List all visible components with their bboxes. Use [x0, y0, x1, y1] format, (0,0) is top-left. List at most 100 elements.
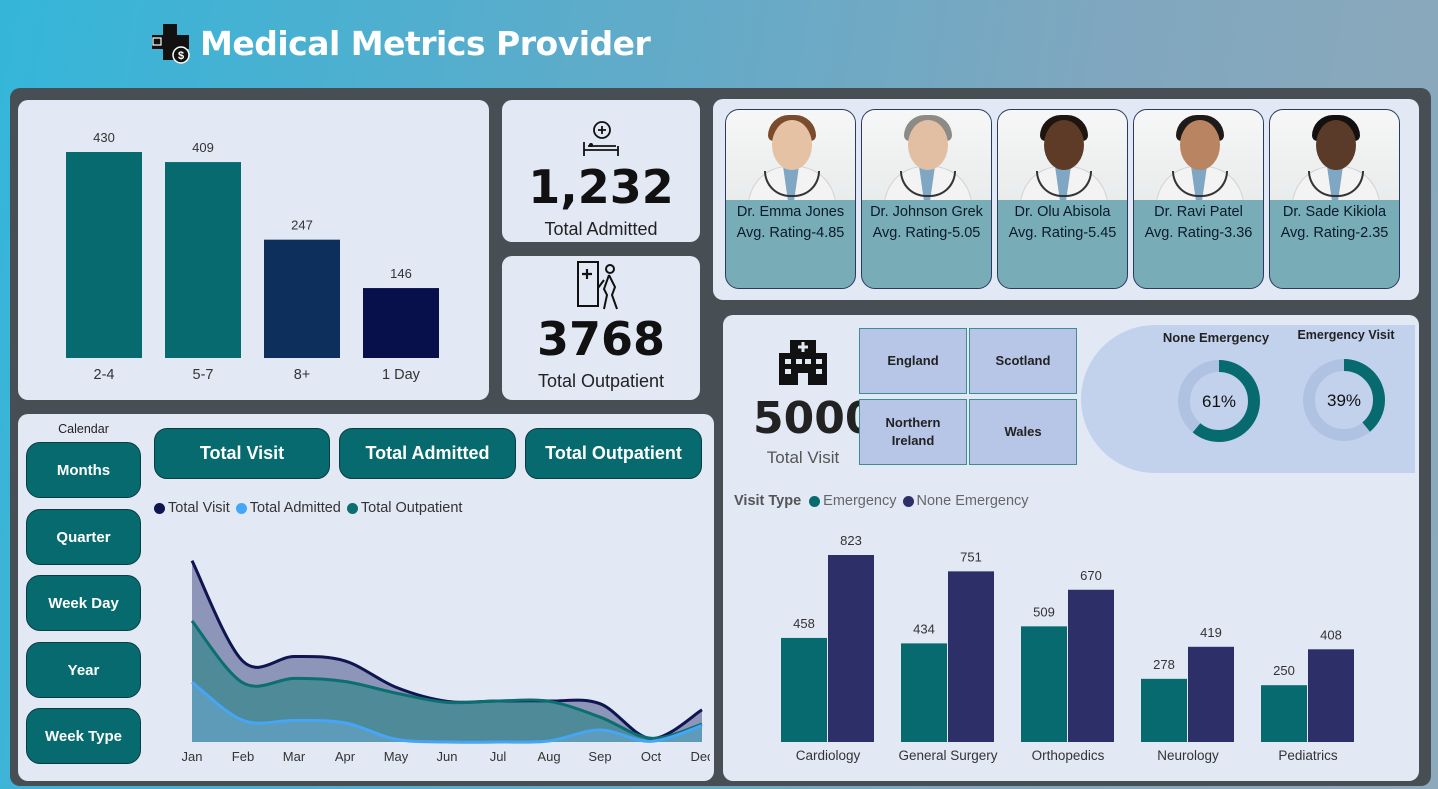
kpi-admitted-card: 1,232 Total Admitted: [502, 100, 700, 242]
doctor-card[interactable]: Dr. Emma Jones Avg. Rating-4.85: [725, 109, 856, 289]
region-wales[interactable]: Wales: [969, 399, 1077, 465]
trend-month-label: Jan: [182, 749, 203, 764]
legend-total-outpatient-dot: [346, 502, 358, 514]
donut-fill: [1178, 360, 1260, 442]
visit-type-category-label: Orthopedics: [1032, 748, 1105, 763]
visit-type-bar-value: 419: [1200, 625, 1222, 640]
trend-area-chart: Jan Feb Mar Apr May Jun Jul Aug Sep Oct Dec: [182, 560, 710, 764]
kpi-outpatient-label: Total Outpatient: [537, 371, 665, 391]
svg-text:$: $: [178, 50, 184, 62]
visit-type-bar-value: 278: [1153, 657, 1175, 672]
visit-type-bar: [828, 555, 874, 742]
doctor-name: Dr. Sade Kikiola: [1282, 204, 1387, 220]
stay-bar-value: 409: [192, 140, 214, 155]
doctor-card[interactable]: Dr. Johnson Grek Avg. Rating-5.05: [861, 109, 992, 289]
visit-type-bar: [948, 571, 994, 742]
calendar-label: Calendar: [58, 422, 109, 436]
doctor-info: Dr. Johnson Grek Avg. Rating-5.05: [862, 200, 991, 244]
outpatient-walking-icon: [577, 261, 618, 310]
calendar-weekday-button[interactable]: Week Day: [26, 575, 141, 631]
legend-total-admitted-dot: [235, 502, 247, 514]
legend-none-emergency[interactable]: None Emergency: [902, 493, 1029, 509]
doctor-info: Dr. Olu Abisola Avg. Rating-5.45: [998, 200, 1127, 244]
visit-type-bar-value: 250: [1273, 663, 1295, 678]
legend-total-outpatient[interactable]: Total Outpatient: [346, 500, 463, 516]
visit-type-bar-value: 670: [1080, 568, 1102, 583]
legend-total-visit[interactable]: Total Visit: [154, 500, 230, 516]
visit-type-bar: [901, 643, 947, 742]
legend-total-outpatient-label: Total Outpatient: [360, 500, 463, 516]
trend-panel: Calendar Months Quarter Week Day Year We…: [18, 414, 714, 781]
doctor-photo: [1134, 110, 1263, 200]
calendar-weektype-button[interactable]: Week Type: [26, 708, 141, 764]
visit-type-bar: [781, 637, 827, 742]
legend-emergency[interactable]: Emergency: [809, 493, 897, 509]
doctor-rating: Avg. Rating-2.35: [1280, 225, 1389, 241]
visit-type-bar-value: 458: [793, 616, 815, 631]
tab-total-admitted[interactable]: Total Admitted: [339, 428, 516, 479]
tab-total-visit[interactable]: Total Visit: [154, 428, 330, 479]
trend-month-label: Apr: [335, 749, 356, 764]
doctor-face: [1044, 120, 1084, 170]
visit-type-bar-value: 751: [960, 549, 982, 564]
doctor-card[interactable]: Dr. Olu Abisola Avg. Rating-5.45: [997, 109, 1128, 289]
doctor-photo: [726, 110, 855, 200]
region-scotland[interactable]: Scotland: [969, 328, 1077, 394]
doctor-name: Dr. Ravi Patel: [1154, 204, 1243, 220]
trend-legend: Total Visit Total Admitted Total Outpati…: [154, 500, 468, 516]
stay-chart-panel: 430 2-4 409 5-7 247 8+ 146 1 Day: [18, 100, 489, 400]
visit-type-bar-value: 434: [913, 621, 935, 636]
legend-none-emergency-dot: [902, 495, 914, 507]
visit-type-bar-value: 823: [840, 533, 862, 548]
doctor-photo: [998, 110, 1127, 200]
stay-bar-value: 146: [390, 266, 412, 281]
stay-bar: [165, 162, 241, 358]
doctor-face: [772, 120, 812, 170]
doctor-rating: Avg. Rating-5.45: [1008, 225, 1117, 241]
doctors-panel: Dr. Emma Jones Avg. Rating-4.85 Dr. Johnso…: [713, 99, 1419, 300]
stay-bar: [363, 288, 439, 358]
visit-type-category-label: Pediatrics: [1278, 748, 1338, 763]
stay-category-label: 5-7: [193, 367, 214, 383]
legend-total-visit-label: Total Visit: [168, 500, 230, 516]
calendar-year-button[interactable]: Year: [26, 642, 141, 698]
page-title: Medical Metrics Provider: [200, 23, 651, 63]
trend-line: [191, 680, 703, 744]
kpi-admitted-value: 1,232: [528, 160, 674, 214]
doctor-rating: Avg. Rating-4.85: [736, 225, 845, 241]
region-northern-ireland[interactable]: Northern Ireland: [859, 399, 967, 465]
legend-total-admitted-label: Total Admitted: [249, 500, 341, 516]
trend-month-label: Sep: [588, 749, 611, 764]
donut-panel: None Emergency Emergency Visit 61% 39%: [1081, 325, 1415, 473]
trend-month-label: Aug: [537, 749, 560, 764]
tab-total-outpatient[interactable]: Total Outpatient: [525, 428, 702, 479]
kpi-admitted-label: Total Admitted: [544, 219, 658, 239]
doctor-info: Dr. Emma Jones Avg. Rating-4.85: [726, 200, 855, 244]
emergency-donut-charts: 61% 39%: [1178, 359, 1385, 442]
calendar-quarter-button[interactable]: Quarter: [26, 509, 141, 565]
trend-month-label: Jun: [437, 749, 458, 764]
doctor-card[interactable]: Dr. Sade Kikiola Avg. Rating-2.35: [1269, 109, 1400, 289]
doctor-card[interactable]: Dr. Ravi Patel Avg. Rating-3.36: [1133, 109, 1264, 289]
donut-label-none-emergency: None Emergency: [1162, 330, 1270, 345]
visit-type-legend-title: Visit Type: [734, 493, 802, 509]
stay-category-label: 8+: [294, 367, 311, 383]
calendar-months-button[interactable]: Months: [26, 442, 141, 498]
doctor-face: [1316, 120, 1356, 170]
total-visit-value: 5000: [753, 393, 876, 444]
medical-cross-icon: $: [152, 24, 190, 64]
region-england[interactable]: England: [859, 328, 967, 394]
legend-total-admitted[interactable]: Total Admitted: [235, 500, 341, 516]
trend-month-label: Jul: [490, 749, 507, 764]
stay-category-label: 2-4: [94, 367, 115, 383]
legend-total-visit-dot: [154, 502, 165, 514]
visit-type-bar: [1308, 649, 1354, 742]
doctor-rating: Avg. Rating-3.36: [1144, 225, 1253, 241]
trend-month-label: Oct: [641, 749, 662, 764]
visit-type-bar: [1068, 589, 1114, 742]
donut-label-emergency: Emergency Visit: [1297, 328, 1395, 342]
trend-month-label: Mar: [283, 749, 306, 764]
visits-panel: 5000 Total Visit England Scotland Northe…: [723, 315, 1419, 781]
trend-month-label: Feb: [232, 749, 254, 764]
doctor-photo: [862, 110, 991, 200]
